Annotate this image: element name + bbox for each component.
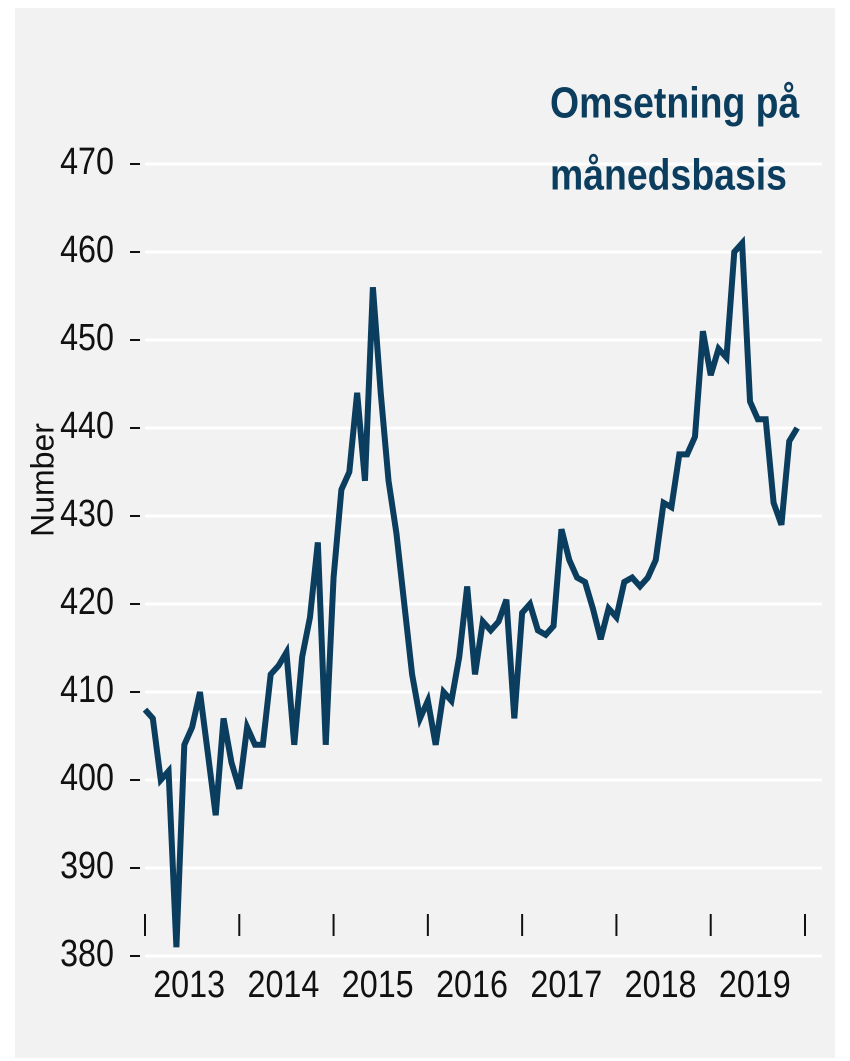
data-line	[142, 235, 800, 948]
y-tick-label: 410	[60, 669, 114, 711]
y-tick-label: 420	[60, 581, 114, 623]
annotation: månedsbasis	[550, 150, 787, 200]
x-tick-label: 2015	[342, 964, 414, 1006]
y-tick-label: 460	[60, 229, 114, 271]
y-tick-label: 390	[60, 845, 114, 887]
y-tick-label: 440	[60, 405, 114, 447]
y-tick-label: 450	[60, 317, 114, 359]
x-tick-label: 2013	[153, 964, 225, 1006]
y-tick-label: 430	[60, 493, 114, 535]
y-tick-label: 380	[60, 933, 114, 975]
x-tick-label: 2016	[436, 964, 508, 1006]
y-tick-label: 400	[60, 757, 114, 799]
x-tick-label: 2014	[248, 964, 320, 1006]
x-tick-label: 2019	[719, 964, 791, 1006]
y-tick-label: 470	[60, 141, 114, 183]
x-tick-label: 2018	[625, 964, 697, 1006]
annotation: Omsetning på	[550, 78, 800, 128]
y-axis-label: Number	[24, 423, 60, 537]
panel-background	[15, 8, 835, 1058]
x-tick-label: 2017	[530, 964, 602, 1006]
